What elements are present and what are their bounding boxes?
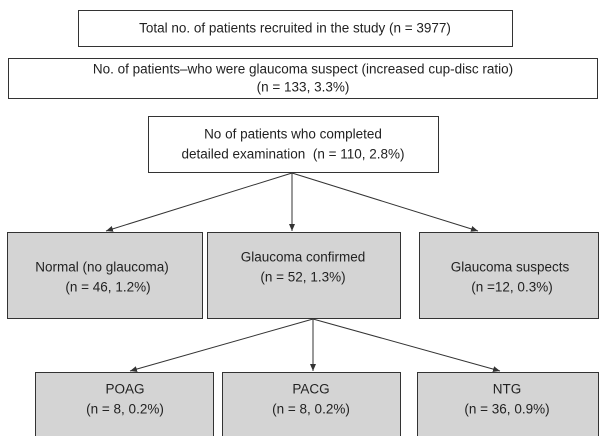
arrow	[291, 172, 479, 232]
arrow	[312, 318, 501, 373]
node-text: (n = 52, 1.3%)	[260, 270, 345, 285]
arrow	[105, 172, 293, 232]
node-text: POAG	[105, 382, 144, 397]
box-total	[78, 10, 513, 47]
node-text: Normal (no glaucoma)	[35, 260, 169, 275]
node-text: No of patients who completed	[204, 127, 382, 142]
box-suspects	[419, 232, 599, 319]
node-text: (n = 46, 1.2%)	[65, 280, 150, 295]
box-suspect	[8, 58, 598, 99]
node-text: (n = 8, 0.2%)	[86, 402, 164, 417]
box-completed	[148, 116, 439, 173]
box-poag	[35, 372, 214, 436]
node-text: (n =12, 0.3%)	[471, 280, 552, 295]
node-text: (n = 133, 3.3%)	[257, 80, 350, 95]
node-text: (n = 8, 0.2%)	[272, 402, 350, 417]
node-text: NTG	[493, 382, 522, 397]
box-ntg	[417, 372, 599, 436]
node-text: Glaucoma suspects	[451, 260, 570, 275]
box-confirmed	[207, 232, 401, 319]
node-text: PACG	[292, 382, 329, 397]
node-text: detailed examination (n = 110, 2.8%)	[181, 147, 404, 162]
box-normal	[7, 232, 203, 319]
node-text: Total no. of patients recruited in the s…	[139, 21, 451, 36]
node-text: No. of patients–who were glaucoma suspec…	[93, 62, 513, 77]
box-pacg	[222, 372, 401, 436]
node-text: Glaucoma confirmed	[241, 250, 366, 265]
arrow	[129, 318, 314, 372]
node-text: (n = 36, 0.9%)	[464, 402, 549, 417]
